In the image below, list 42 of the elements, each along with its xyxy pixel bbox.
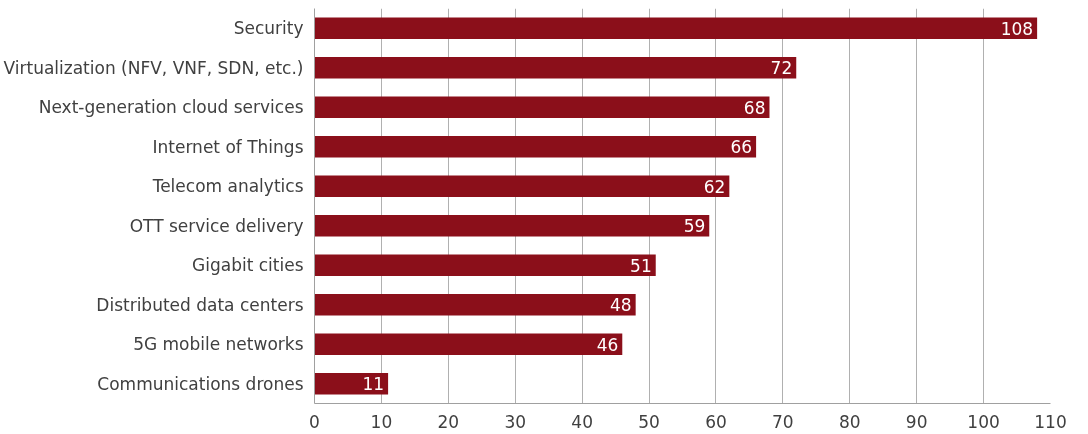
bar	[314, 254, 656, 277]
x-tick-label: 110	[1034, 411, 1067, 432]
data-label: 11	[362, 374, 385, 395]
y-tick-label: Communications drones	[97, 373, 304, 394]
data-label: 72	[770, 58, 793, 79]
bar	[314, 293, 636, 316]
data-label: 46	[596, 334, 619, 355]
y-tick-label: Gigabit cities	[192, 255, 304, 276]
y-tick-label: Telecom analytics	[151, 176, 304, 197]
x-tick-label: 30	[504, 411, 527, 432]
data-label: 108	[1000, 18, 1034, 39]
x-tick-label: 20	[437, 411, 460, 432]
y-tick-label: OTT service delivery	[129, 215, 304, 236]
bar	[314, 17, 1038, 40]
y-tick-label: Virtualization (NFV, VNF, SDN, etc.)	[3, 57, 304, 78]
y-tick-label: Internet of Things	[152, 136, 304, 157]
bar	[314, 56, 797, 79]
x-tick-label: 10	[370, 411, 393, 432]
bar	[314, 96, 770, 119]
y-tick-label: Distributed data centers	[96, 294, 304, 315]
bar	[314, 175, 730, 198]
bar	[314, 333, 623, 356]
x-tick-label: 100	[967, 411, 1000, 432]
data-label: 66	[730, 137, 753, 158]
bar	[314, 214, 710, 237]
data-label: 62	[703, 176, 726, 197]
x-tick-label: 50	[638, 411, 660, 432]
y-tick-label: Security	[233, 18, 304, 39]
x-tick-label: 40	[571, 411, 593, 432]
x-tick-label: 80	[838, 411, 861, 432]
bar	[314, 372, 389, 395]
data-label: 68	[743, 97, 766, 118]
x-tick-label: 0	[309, 411, 320, 432]
bar	[314, 135, 757, 158]
x-tick-label: 70	[772, 411, 794, 432]
x-tick-label: 90	[905, 411, 928, 432]
data-label: 51	[630, 255, 652, 276]
data-label: 59	[683, 216, 706, 237]
y-tick-label: Next-generation cloud services	[38, 97, 304, 118]
y-tick-label: 5G mobile networks	[133, 334, 304, 355]
x-tick-label: 60	[705, 411, 727, 432]
data-label: 48	[610, 295, 632, 316]
